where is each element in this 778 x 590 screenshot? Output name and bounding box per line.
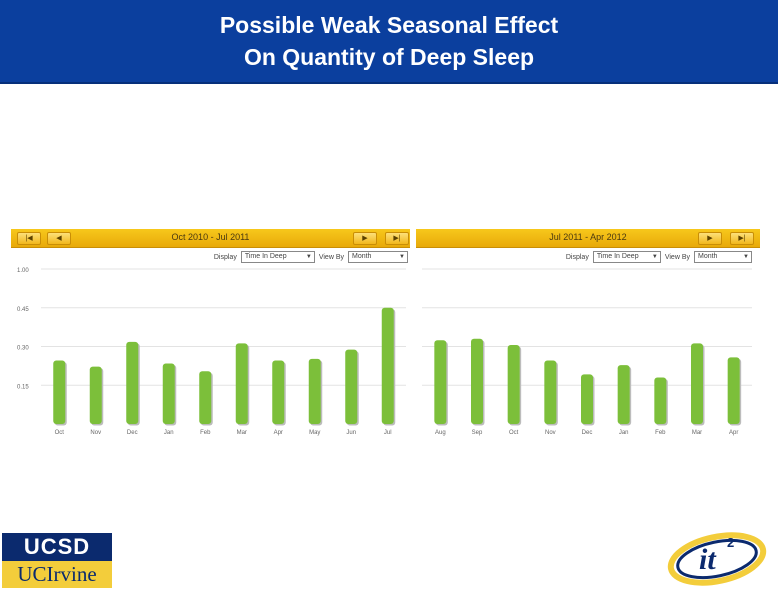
slide-title-line-2: On Quantity of Deep Sleep: [243, 44, 535, 70]
x-tick-label: Jan: [164, 430, 174, 436]
nav-bar: Jul 2011 - Apr 2012 ▶ ▶|: [416, 229, 760, 248]
chart-controls: Display Time In Deep ▼ View By Month ▼: [214, 250, 408, 264]
prev-icon[interactable]: ◀: [47, 232, 71, 245]
uci-logo: UCIrvine: [2, 561, 112, 588]
x-tick-label: Nov: [545, 430, 556, 436]
x-tick-label: Aug: [435, 430, 446, 436]
display-label: Display: [213, 253, 237, 261]
nav-bar: |◀ ◀ Oct 2010 - Jul 2011 ▶ ▶|: [11, 229, 410, 248]
bar-apr[interactable]: [272, 360, 285, 424]
svg-text:it: it: [699, 543, 717, 576]
bar-jan[interactable]: [162, 363, 175, 424]
bar-may[interactable]: [308, 358, 321, 424]
slide-title-bar: Possible Weak Seasonal Effect On Quantit…: [0, 0, 778, 84]
display-select[interactable]: Time In Deep ▼: [240, 251, 315, 263]
bar-jun[interactable]: [345, 349, 358, 424]
x-tick-label: Sep: [472, 430, 483, 436]
bar-apr[interactable]: [727, 357, 740, 424]
display-select-value: Time In Deep: [596, 253, 639, 260]
bar-jan[interactable]: [617, 365, 630, 424]
next-icon[interactable]: ▶: [353, 232, 377, 245]
x-tick-label: Jun: [346, 430, 356, 436]
viewby-select[interactable]: Month ▼: [694, 251, 752, 263]
x-tick-label: Oct: [509, 430, 519, 436]
x-tick-label: Nov: [90, 430, 101, 436]
x-tick-label: Feb: [655, 430, 666, 436]
x-tick-label: Jul: [384, 430, 392, 436]
x-tick-label: Mar: [692, 430, 702, 436]
bar-feb[interactable]: [199, 371, 212, 424]
bar-mar[interactable]: [235, 343, 248, 424]
chart-controls: Display Time In Deep ▼ View By Month ▼: [566, 250, 752, 264]
bar-aug[interactable]: [434, 340, 447, 424]
nav-title: Jul 2011 - Apr 2012: [549, 232, 627, 242]
bar-sep[interactable]: [471, 338, 483, 424]
display-select-value: Time In Deep: [244, 253, 287, 260]
viewby-select[interactable]: Month ▼: [348, 251, 408, 263]
bar-jul[interactable]: [381, 307, 394, 424]
y-tick-label: 0.30: [17, 346, 29, 352]
x-tick-label: Apr: [729, 430, 738, 436]
chevron-down-icon: ▼: [399, 254, 405, 260]
x-tick-label: Dec: [582, 430, 593, 436]
bar-mar[interactable]: [691, 343, 703, 424]
chart-panel-right: Jul 2011 - Apr 2012 ▶ ▶| Display Time In…: [416, 229, 760, 441]
bar-feb[interactable]: [654, 377, 667, 425]
display-label: Display: [565, 253, 589, 261]
viewby-select-value: Month: [352, 253, 372, 260]
x-tick-label: Apr: [274, 430, 283, 436]
bar-oct[interactable]: [507, 344, 520, 424]
svg-text:2: 2: [727, 535, 734, 550]
bar-nov[interactable]: [89, 366, 102, 424]
chevron-down-icon: ▼: [743, 254, 749, 260]
next-icon[interactable]: ▶: [698, 232, 722, 245]
y-tick-label: 0.45: [17, 307, 29, 313]
ucsd-logo: UCSD: [2, 533, 112, 561]
x-tick-label: Jan: [619, 430, 629, 436]
chevron-down-icon: ▼: [651, 254, 658, 260]
bar-chart-right: Aug Sep Oct Nov Dec Jan Feb Mar Apr: [422, 268, 752, 436]
it2-logo: it 2: [667, 532, 767, 586]
first-icon[interactable]: |◀: [17, 232, 41, 245]
last-icon[interactable]: ▶|: [385, 232, 409, 245]
slide-title-line-1: Possible Weak Seasonal Effect: [219, 12, 559, 38]
bar-nov[interactable]: [544, 360, 557, 424]
bar-oct[interactable]: [53, 360, 66, 424]
bar-chart-left: 1.00 0.45 0.30 0.15 Oct Nov Dec Jan Feb Mar Apr May…: [17, 268, 406, 436]
x-tick-label: Mar: [237, 430, 247, 436]
x-tick-label: Oct: [55, 430, 65, 436]
bar-dec[interactable]: [581, 374, 593, 424]
bar-dec[interactable]: [126, 341, 139, 424]
chart-panel-left: |◀ ◀ Oct 2010 - Jul 2011 ▶ ▶| Display Ti…: [11, 229, 410, 441]
y-tick-label: 0.15: [17, 384, 29, 390]
nav-title: Oct 2010 - Jul 2011: [171, 232, 250, 242]
x-tick-label: Feb: [200, 430, 211, 436]
viewby-label: View By: [664, 253, 690, 261]
x-tick-label: Dec: [127, 430, 138, 436]
y-tick-label: 1.00: [17, 268, 29, 274]
viewby-label: View By: [318, 253, 344, 261]
x-tick-label: May: [309, 430, 320, 436]
chevron-down-icon: ▼: [305, 254, 312, 260]
last-icon[interactable]: ▶|: [730, 232, 754, 245]
display-select[interactable]: Time In Deep ▼: [592, 251, 661, 263]
viewby-select-value: Month: [698, 253, 718, 260]
